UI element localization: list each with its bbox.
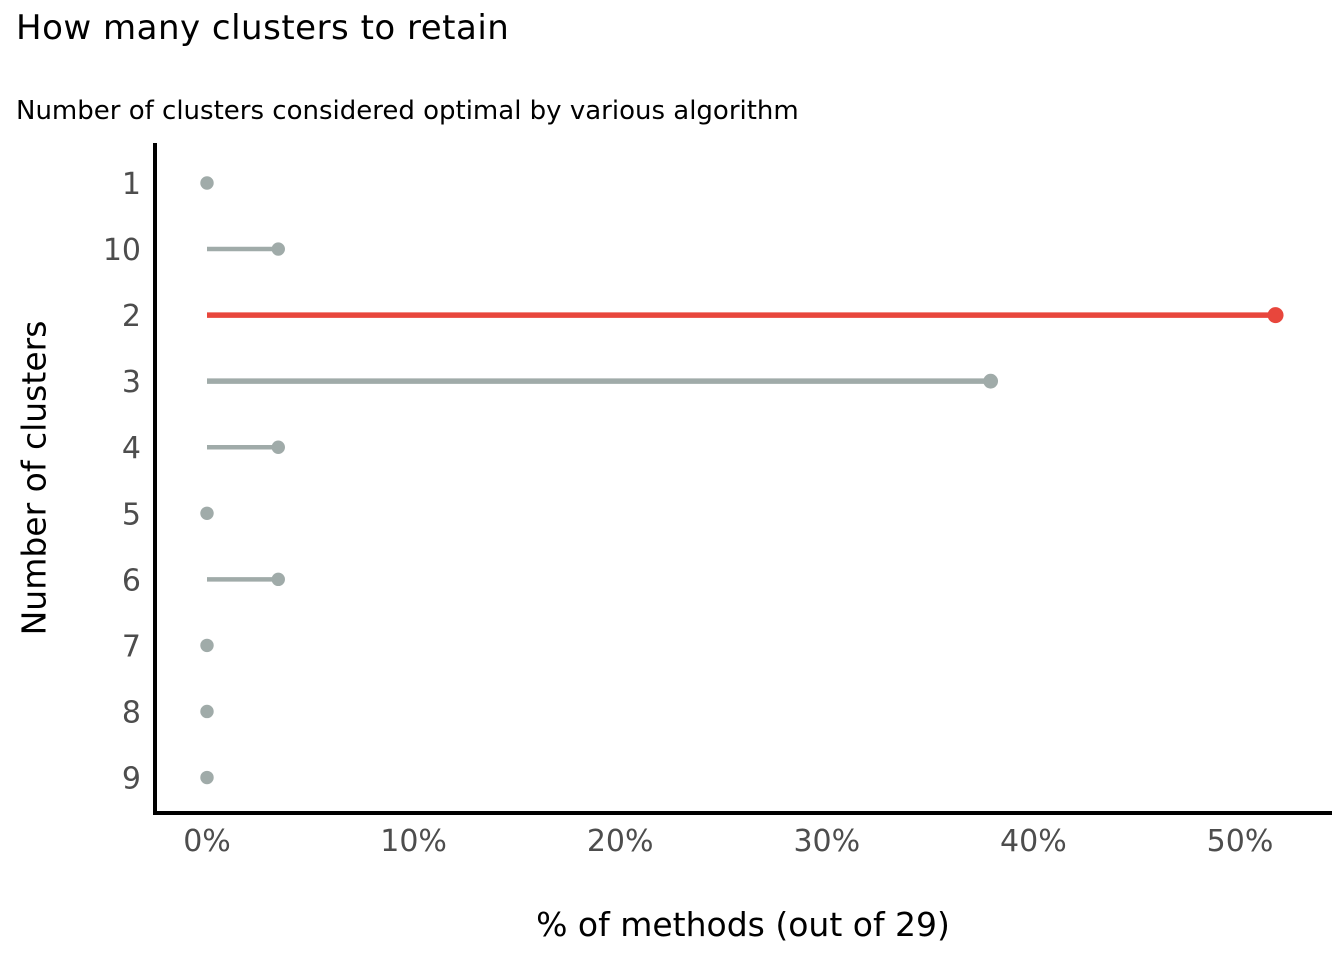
- lollipop-dot: [271, 242, 285, 256]
- lollipop-dot: [200, 638, 214, 653]
- x-tick-label: 40%: [1000, 824, 1067, 859]
- x-tick-label: 20%: [587, 824, 654, 859]
- lollipop-dot: [200, 176, 214, 190]
- lollipop-dot: [983, 373, 999, 389]
- chart-title: How many clusters to retain: [16, 8, 510, 48]
- lollipop-dot: [200, 770, 214, 785]
- y-tick-label: 3: [122, 365, 141, 400]
- y-tick-label: 9: [122, 762, 141, 797]
- x-tick-label: 30%: [793, 824, 860, 859]
- y-tick-label: 8: [122, 695, 141, 730]
- x-axis-title: % of methods (out of 29): [536, 905, 950, 944]
- y-tick-label: 10: [103, 233, 141, 268]
- lollipop-dot: [271, 572, 285, 587]
- x-tick-label: 0%: [183, 824, 231, 859]
- lollipop-dot: [200, 704, 214, 719]
- y-tick-label: 4: [122, 431, 141, 466]
- lollipop-dot: [200, 506, 214, 520]
- chart-subtitle: Number of clusters considered optimal by…: [16, 96, 799, 126]
- y-tick-label: 1: [122, 167, 141, 202]
- y-tick-label: 6: [122, 563, 141, 598]
- x-tick-label: 50%: [1207, 824, 1274, 859]
- lollipop-dot: [271, 440, 285, 454]
- y-tick-label: 7: [122, 629, 141, 664]
- y-tick-label: 5: [122, 497, 141, 532]
- y-tick-label: 2: [122, 299, 141, 334]
- x-tick-label: 10%: [380, 824, 447, 859]
- lollipop-dot: [1267, 307, 1284, 324]
